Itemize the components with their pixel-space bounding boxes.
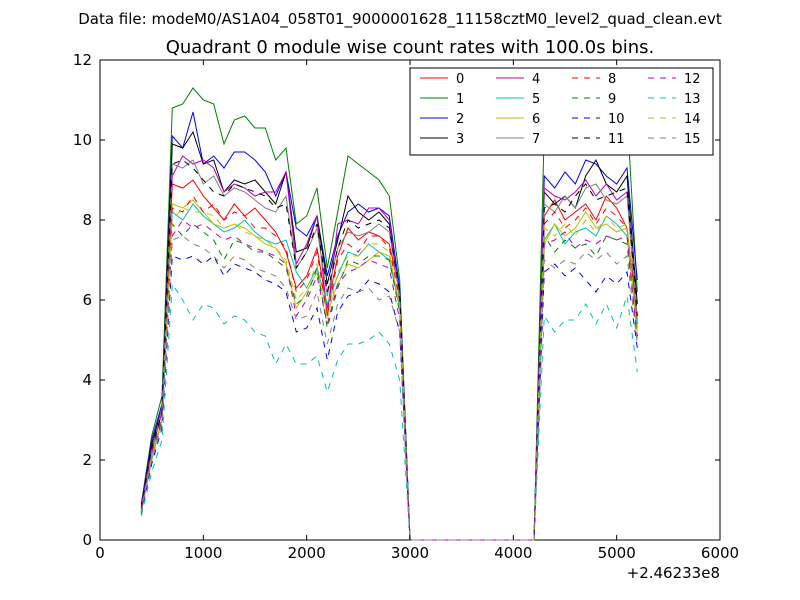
x-tick-label: 6000	[701, 544, 739, 562]
chart-title: Quadrant 0 module wise count rates with …	[166, 37, 655, 58]
legend-label-10: 10	[608, 112, 625, 127]
legend-label-9: 9	[608, 92, 616, 107]
data-file-suptitle: Data file: modeM0/AS1A04_058T01_90000016…	[78, 10, 722, 29]
series-line-13	[140, 282, 638, 541]
y-tick-label: 8	[82, 211, 92, 229]
y-tick-label: 0	[82, 531, 92, 549]
series-line-15	[140, 235, 638, 541]
series-line-11	[140, 159, 638, 541]
series-line-6	[140, 199, 638, 541]
x-tick-label: 1000	[184, 544, 222, 562]
series-line-9	[140, 222, 638, 541]
series-line-10	[140, 255, 638, 541]
y-tick-label: 4	[82, 371, 92, 389]
legend-label-8: 8	[608, 72, 616, 87]
legend-label-6: 6	[532, 112, 540, 127]
series-line-14	[140, 207, 638, 541]
legend-label-2: 2	[456, 112, 464, 127]
x-tick-label: 0	[95, 544, 105, 562]
series-line-4	[140, 155, 638, 541]
legend-box	[409, 67, 714, 156]
legend-label-1: 1	[456, 92, 464, 107]
legend-label-13: 13	[684, 92, 701, 107]
y-tick-label: 2	[82, 451, 92, 469]
legend-label-14: 14	[684, 112, 701, 127]
legend-label-7: 7	[532, 132, 540, 147]
legend-label-3: 3	[456, 132, 464, 147]
series-layer	[140, 87, 638, 541]
series-line-8	[140, 195, 638, 541]
y-tick-label: 6	[82, 291, 92, 309]
legend-label-4: 4	[532, 72, 540, 87]
legend-label-15: 15	[684, 132, 701, 147]
y-tick-label: 10	[73, 131, 92, 149]
x-offset-label: +2.46233e8	[627, 564, 720, 582]
legend-label-0: 0	[456, 72, 464, 87]
series-line-2	[140, 111, 638, 541]
x-tick-label: 4000	[494, 544, 532, 562]
legend-label-5: 5	[532, 92, 540, 107]
legend-label-11: 11	[608, 132, 625, 147]
x-tick-label: 5000	[598, 544, 636, 562]
y-tick-label: 12	[73, 51, 92, 69]
x-tick-label: 2000	[288, 544, 326, 562]
series-line-12	[140, 219, 638, 541]
x-tick-label: 3000	[391, 544, 429, 562]
legend-label-12: 12	[684, 72, 701, 87]
